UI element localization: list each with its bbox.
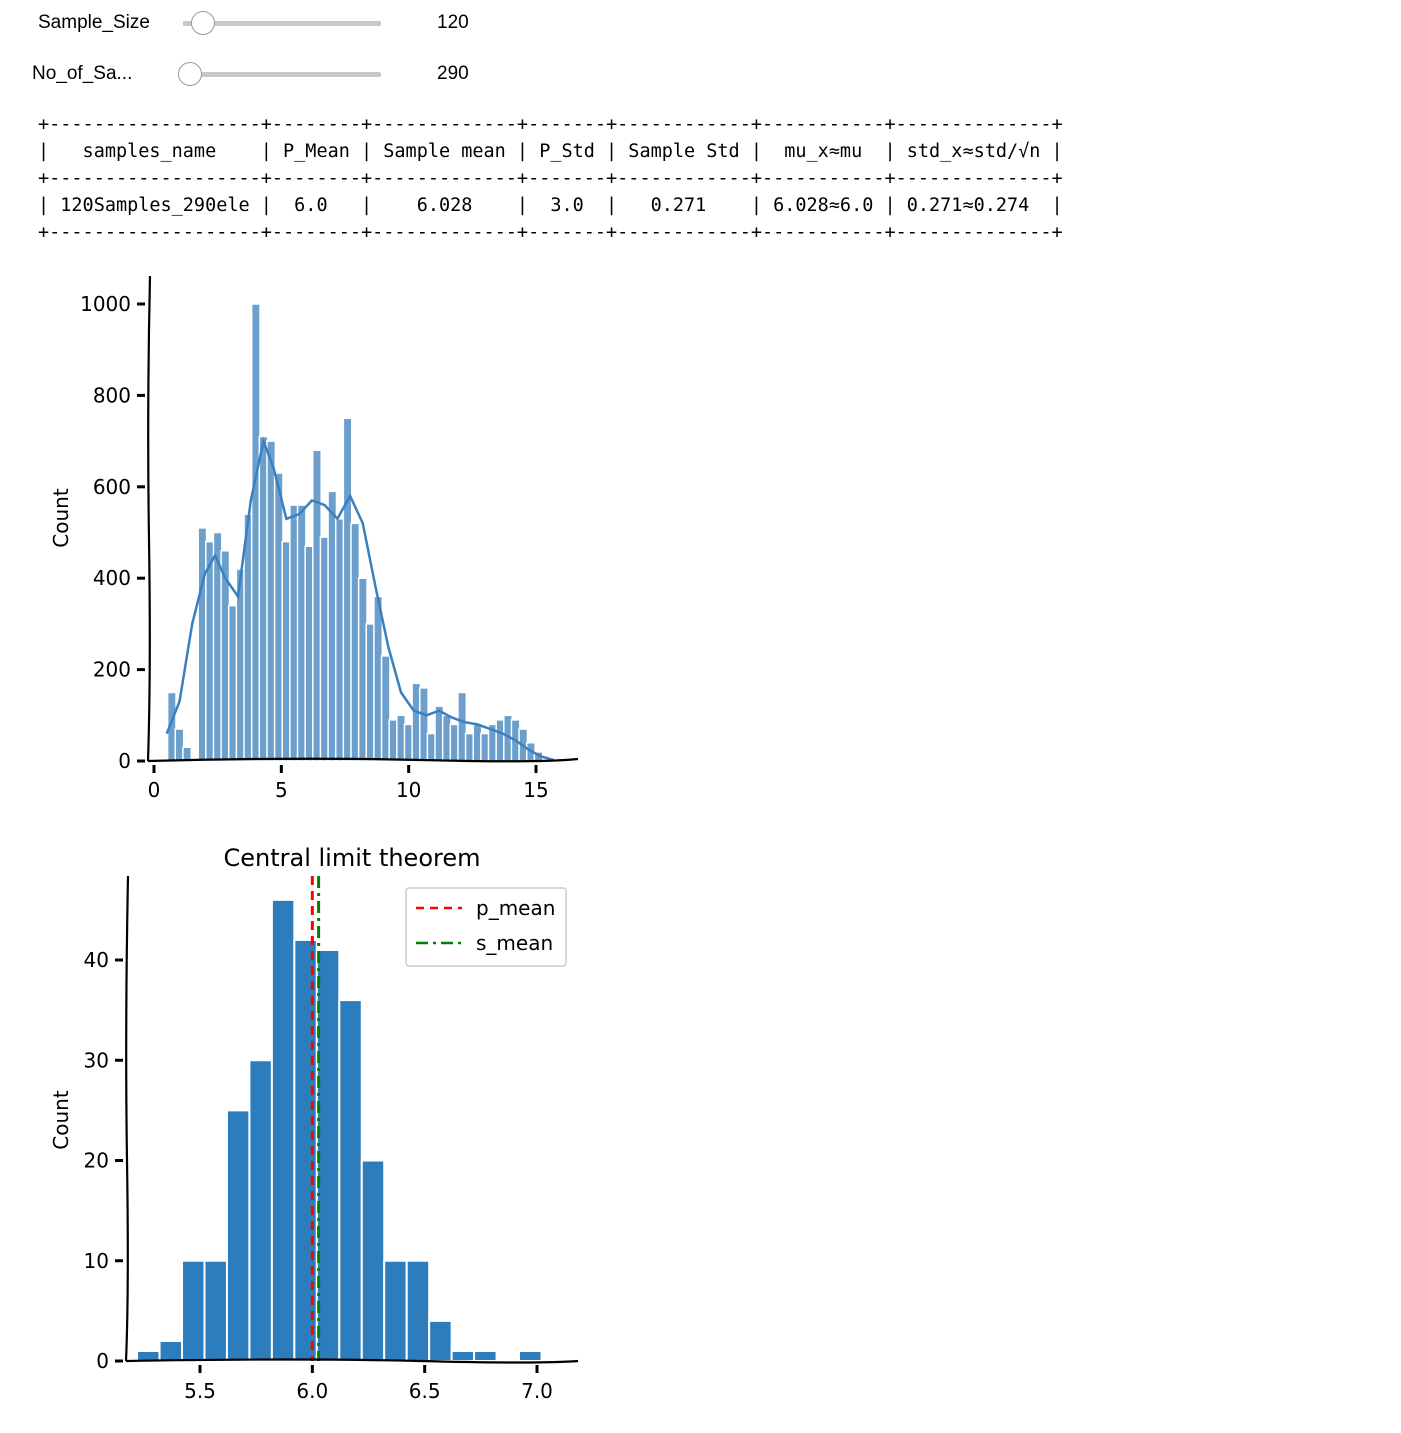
slider-label-no-of-samples: No_of_Sa... [32,63,133,84]
x-tick-label: 6.0 [296,1379,328,1403]
x-tick-label: 6.5 [409,1379,441,1403]
kde-curve [165,436,555,762]
x-tick-label: 5.5 [184,1379,216,1403]
y-tick-label: 30 [84,1048,109,1072]
histogram-bar [518,1349,543,1362]
histogram-bar [158,1339,184,1363]
legend-label-s-mean: s_mean [476,931,553,955]
y-axis-label: Count [49,488,73,548]
legend: p_mean s_mean [405,887,567,967]
legend-label-p-mean: p_mean [476,896,555,920]
slider-value-sample-size: 120 [437,12,469,33]
y-tick-label: 0 [96,1349,109,1373]
y-tick-label: 400 [93,566,131,590]
x-tick-label: 10 [396,778,421,802]
x-tick-label: 0 [148,778,161,802]
y-tick-label: 1000 [80,292,131,316]
histogram-bar [473,1349,498,1362]
y-tick-label: 0 [118,749,131,773]
histogram-bar [405,1259,431,1362]
slider-value-no-of-samples: 290 [437,63,469,84]
y-tick-label: 20 [84,1149,109,1173]
x-tick-label: 7.0 [521,1379,553,1403]
y-tick-label: 40 [84,948,109,972]
histogram-bar [428,1319,453,1362]
histogram-bar [248,1059,273,1362]
slider-row-sample-size: Sample_Size 120 [0,5,520,41]
results-table: +-------------------+--------+----------… [38,114,1063,243]
y-axis [124,875,130,1362]
no-of-samples-slider[interactable] [178,62,381,86]
histogram-bar [225,1109,251,1362]
chart-title: Central limit theorem [224,844,481,872]
histogram-bar [315,948,341,1362]
y-tick-label: 800 [93,383,131,407]
x-tick-label: 15 [523,778,548,802]
y-tick-label: 10 [84,1249,109,1273]
y-axis [146,275,152,762]
histogram-bar [450,1349,476,1362]
clt-histogram-chart: Central limit theorem Count 5.5 6.0 6.5 7.0… [49,844,579,1403]
histogram-bar [360,1159,386,1362]
histogram-chart: Count 0 5 10 15 0 200 400 600 800 1000 [49,275,579,802]
histogram-bar [380,655,391,762]
sample-size-slider[interactable] [183,11,381,35]
histogram-bar [338,999,363,1362]
slider-handle[interactable] [178,62,202,86]
slider-label-sample-size: Sample_Size [38,12,150,33]
y-tick-label: 200 [93,658,131,682]
histogram-bar [203,1259,228,1362]
histogram-bar [270,898,296,1362]
histogram-bar [181,1259,206,1362]
y-tick-label: 600 [93,475,131,499]
x-tick-label: 5 [275,778,288,802]
slider-row-no-of-samples: No_of_Sa... 290 [0,56,520,92]
x-axis [125,1358,579,1364]
slider-handle[interactable] [190,11,215,35]
x-axis [147,757,579,763]
histogram-bar [383,1259,408,1362]
y-axis-label: Count [49,1090,73,1150]
